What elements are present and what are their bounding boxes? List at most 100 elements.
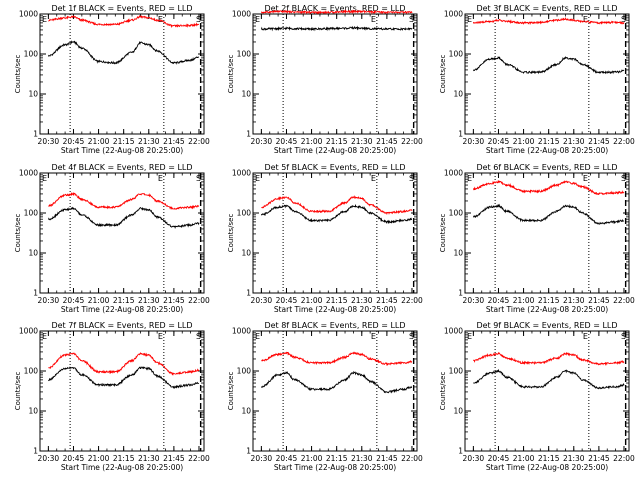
marker-label: E bbox=[42, 15, 47, 24]
x-tick-label: 20:30 bbox=[251, 296, 273, 305]
y-tick-label: 1 bbox=[33, 289, 38, 298]
panel-title: Det 6f BLACK = Events, RED = LLD bbox=[476, 163, 617, 172]
y-axis-title: Counts/sec bbox=[227, 372, 235, 411]
x-tick-label: 20:30 bbox=[38, 137, 60, 146]
detector-panel: Det 8f BLACK = Events, RED = LLD 1 10 100 10… bbox=[227, 321, 423, 472]
detector-panel: Det 7f BLACK = Events, RED = LLD 1 10 100 10… bbox=[14, 321, 210, 472]
x-tick-label: 22:00 bbox=[188, 296, 210, 305]
y-tick-label: 1 bbox=[33, 130, 38, 139]
x-tick-label: 21:00 bbox=[88, 454, 110, 463]
x-tick-label: 21:00 bbox=[301, 296, 323, 305]
x-tick-label: 21:30 bbox=[563, 454, 585, 463]
x-tick-label: 20:45 bbox=[63, 296, 85, 305]
y-tick-label: 100 bbox=[449, 50, 464, 59]
marker-label: E bbox=[371, 332, 376, 341]
y-axis-title: Counts/sec bbox=[439, 55, 447, 94]
lld-series-line bbox=[260, 9, 413, 15]
marker-label: E bbox=[371, 174, 376, 183]
plot-frame bbox=[252, 13, 418, 135]
plot-frame bbox=[464, 330, 630, 452]
y-tick-label: 1000 bbox=[19, 169, 38, 178]
x-tick-label: 21:00 bbox=[513, 454, 535, 463]
x-tick-label: 20:30 bbox=[463, 137, 485, 146]
x-axis-title: Start Time (22-Aug-08 20:25:00) bbox=[61, 463, 183, 472]
y-tick-label: 10 bbox=[453, 249, 463, 258]
x-tick-label: 21:45 bbox=[163, 296, 185, 305]
lld-series-line bbox=[472, 179, 625, 196]
detector-panel: Det 6f BLACK = Events, RED = LLD 1 10 100 10… bbox=[439, 163, 635, 314]
plot-frame bbox=[39, 330, 205, 452]
y-tick-label: 100 bbox=[24, 50, 39, 59]
marker-label: S bbox=[409, 174, 414, 183]
plot-frame bbox=[252, 330, 418, 452]
x-tick-label: 22:00 bbox=[401, 454, 423, 463]
y-axis-title: Counts/sec bbox=[14, 214, 22, 253]
y-tick-label: 100 bbox=[237, 209, 252, 218]
plot-frame bbox=[39, 172, 205, 294]
y-tick-label: 10 bbox=[28, 407, 38, 416]
panel-title: Det 8f BLACK = Events, RED = LLD bbox=[264, 321, 405, 330]
y-tick-label: 1000 bbox=[19, 10, 38, 19]
y-axis-title: Counts/sec bbox=[227, 55, 235, 94]
lld-series-line bbox=[48, 352, 200, 376]
marker-label: S bbox=[196, 332, 201, 341]
y-tick-label: 100 bbox=[237, 367, 252, 376]
x-tick-label: 21:15 bbox=[326, 454, 348, 463]
x-tick-label: 22:00 bbox=[401, 296, 423, 305]
marker-label: S bbox=[196, 15, 201, 24]
x-tick-label: 20:45 bbox=[488, 137, 510, 146]
detector-panel: Det 5f BLACK = Events, RED = LLD 1 10 100 10… bbox=[227, 163, 423, 314]
x-tick-label: 21:45 bbox=[588, 454, 610, 463]
y-tick-label: 10 bbox=[241, 90, 251, 99]
y-tick-label: 10 bbox=[28, 249, 38, 258]
detector-panel: Det 4f BLACK = Events, RED = LLD 1 10 100 10… bbox=[14, 163, 210, 314]
marker-label: E bbox=[255, 15, 260, 24]
x-tick-label: 20:30 bbox=[251, 454, 273, 463]
events-series-line bbox=[47, 40, 199, 65]
y-tick-label: 100 bbox=[237, 50, 252, 59]
x-tick-label: 20:45 bbox=[276, 137, 298, 146]
y-tick-label: 10 bbox=[241, 407, 251, 416]
x-tick-label: 20:45 bbox=[63, 137, 85, 146]
y-tick-label: 100 bbox=[24, 209, 39, 218]
x-tick-label: 20:30 bbox=[38, 454, 60, 463]
y-tick-label: 100 bbox=[449, 209, 464, 218]
x-tick-label: 20:45 bbox=[488, 296, 510, 305]
x-tick-label: 21:30 bbox=[351, 137, 373, 146]
plot-frame bbox=[252, 172, 418, 294]
x-tick-label: 21:15 bbox=[538, 454, 560, 463]
x-tick-label: 21:15 bbox=[113, 454, 135, 463]
y-tick-label: 1000 bbox=[232, 327, 251, 336]
x-tick-label: 21:30 bbox=[351, 454, 373, 463]
x-axis-title: Start Time (22-Aug-08 20:25:00) bbox=[61, 146, 183, 155]
x-tick-label: 20:45 bbox=[276, 454, 298, 463]
panel-title: Det 9f BLACK = Events, RED = LLD bbox=[476, 321, 617, 330]
y-tick-label: 1 bbox=[246, 289, 251, 298]
lld-series-line bbox=[473, 351, 625, 366]
y-axis-title: Counts/sec bbox=[227, 214, 235, 253]
x-axis-title: Start Time (22-Aug-08 20:25:00) bbox=[486, 146, 608, 155]
events-series-line bbox=[260, 370, 413, 394]
x-tick-label: 20:30 bbox=[38, 296, 60, 305]
x-tick-label: 21:45 bbox=[588, 296, 610, 305]
events-series-line bbox=[48, 366, 200, 390]
marker-label: E bbox=[158, 332, 163, 341]
lld-series-line bbox=[261, 351, 413, 367]
detector-panel: Det 3f BLACK = Events, RED = LLD 1 10 100 10… bbox=[439, 4, 635, 155]
x-tick-label: 20:45 bbox=[276, 296, 298, 305]
y-tick-label: 1000 bbox=[232, 10, 251, 19]
marker-label: E bbox=[467, 174, 472, 183]
x-tick-label: 21:30 bbox=[563, 137, 585, 146]
x-tick-label: 21:15 bbox=[326, 296, 348, 305]
marker-label: E bbox=[42, 332, 47, 341]
x-tick-label: 20:30 bbox=[463, 454, 485, 463]
y-axis-title: Counts/sec bbox=[14, 55, 22, 94]
y-tick-label: 10 bbox=[241, 249, 251, 258]
y-tick-label: 1 bbox=[246, 447, 251, 456]
events-series-line bbox=[47, 206, 200, 229]
x-tick-label: 21:45 bbox=[376, 454, 398, 463]
y-tick-label: 1 bbox=[33, 447, 38, 456]
x-axis-title: Start Time (22-Aug-08 20:25:00) bbox=[61, 305, 183, 314]
y-tick-label: 100 bbox=[24, 367, 39, 376]
plot-frame bbox=[39, 13, 205, 135]
